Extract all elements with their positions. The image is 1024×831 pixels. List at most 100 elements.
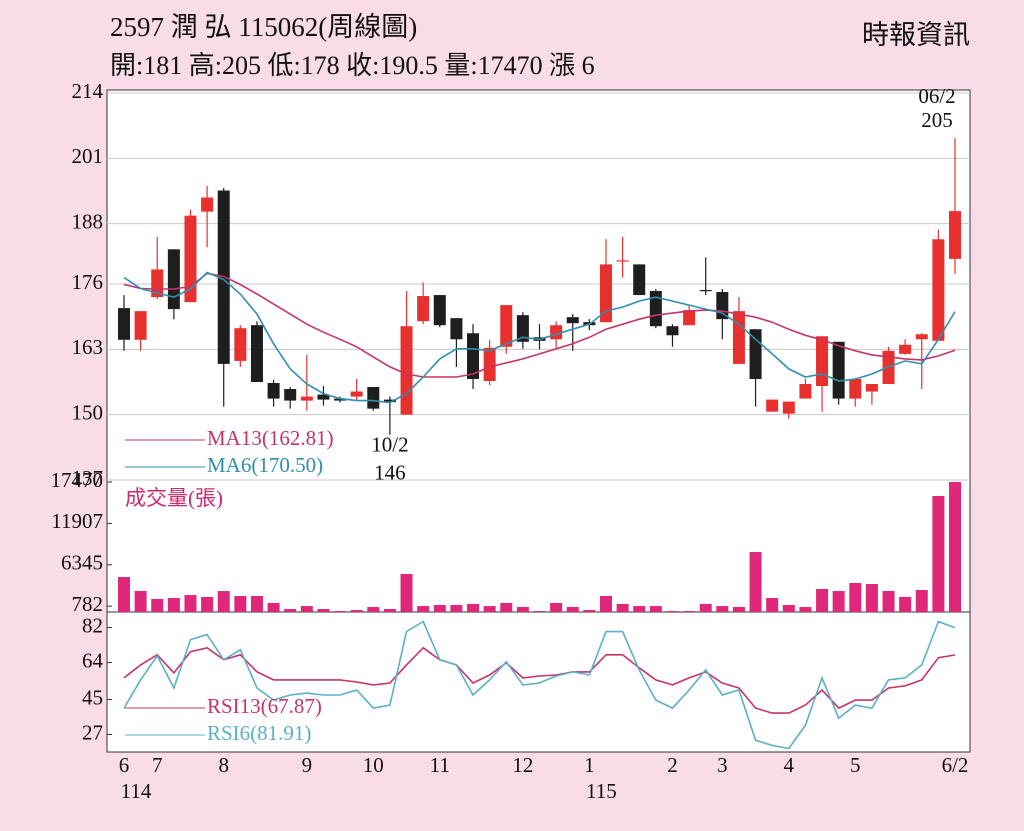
volume-bar: [633, 606, 646, 612]
volume-bar: [151, 598, 164, 612]
annotation-date: 10/2: [371, 433, 408, 457]
candle-body: [732, 311, 745, 364]
annotation-value: 205: [921, 108, 953, 132]
x-year-label: 115: [586, 779, 617, 803]
candle-body: [184, 215, 197, 303]
candle-body: [250, 325, 263, 382]
volume-bar: [666, 611, 679, 612]
candle-body: [749, 329, 762, 379]
x-tick-label: 3: [717, 753, 728, 777]
volume-bar: [516, 607, 529, 612]
volume-bar: [716, 606, 729, 612]
volume-bar: [350, 609, 363, 612]
candle-body: [666, 326, 679, 336]
candle-body: [334, 398, 347, 401]
x-tick-label: 8: [218, 753, 229, 777]
volume-title: 成交量(張): [125, 486, 223, 510]
candle-body: [383, 399, 396, 403]
candle-body: [683, 310, 696, 326]
volume-bar: [832, 591, 845, 612]
x-tick-label: 10: [363, 753, 384, 777]
candle-body: [782, 401, 795, 414]
candle-body: [566, 317, 579, 324]
volume-bar: [450, 605, 463, 612]
volume-bar: [118, 577, 130, 612]
volume-bar: [284, 609, 297, 612]
y-tick-label: 176: [72, 270, 104, 294]
x-tick-label: 2: [667, 753, 678, 777]
x-tick-label: 9: [302, 753, 313, 777]
candle-body: [284, 389, 297, 401]
candle-body: [832, 341, 845, 399]
volume-bar: [649, 606, 662, 612]
candle-body: [483, 347, 496, 381]
candle-body: [400, 326, 413, 415]
candle-body: [300, 396, 313, 401]
candle-body: [234, 328, 247, 361]
candle-body: [118, 308, 130, 340]
candle-body: [915, 334, 928, 340]
y-tick-label: 163: [72, 335, 104, 359]
volume-bar: [882, 591, 895, 612]
x-tick-label: 1: [584, 753, 595, 777]
legend-label: RSI6(81.91): [207, 721, 311, 745]
candle-body: [616, 260, 629, 262]
candle-body: [599, 264, 612, 323]
candle-body: [899, 344, 912, 354]
volume-bar: [167, 598, 180, 612]
candle-body: [799, 384, 812, 399]
candle-body: [816, 336, 829, 387]
candle-body: [134, 311, 147, 340]
legend-label: MA6(170.50): [207, 453, 323, 477]
volume-bar: [949, 482, 961, 612]
x-year-label: 114: [121, 779, 152, 803]
volume-bar: [201, 596, 214, 612]
y-tick-label: 45: [82, 685, 103, 709]
candle-body: [201, 197, 214, 212]
volume-bar: [250, 596, 263, 612]
y-tick-label: 82: [82, 613, 103, 637]
legend-label: MA13(162.81): [207, 426, 334, 450]
volume-bar: [334, 611, 347, 612]
source: 時報資訊: [862, 20, 970, 50]
y-tick-label: 6345: [61, 551, 103, 575]
x-tick-label: 4: [784, 753, 795, 777]
volume-bar: [932, 495, 945, 612]
candle-body: [633, 264, 646, 296]
candle-body: [417, 296, 430, 322]
chart-subtitle: 開:181 高:205 低:178 收:190.5 量:17470 漲 6: [110, 51, 595, 80]
volume-bar: [550, 602, 563, 612]
candle-body: [450, 318, 463, 340]
x-tick-label: 6/2: [942, 753, 969, 777]
volume-bar: [683, 611, 696, 612]
candle-body: [699, 290, 712, 292]
volume-bar: [184, 595, 197, 612]
volume-bar: [483, 606, 496, 612]
annotation-date: 06/2: [918, 84, 955, 108]
series-line: [123, 271, 956, 404]
volume-bar: [367, 607, 380, 612]
plot-frame: [106, 89, 971, 753]
candle-body: [267, 383, 280, 399]
candle-body: [500, 305, 513, 347]
series-line: [123, 620, 956, 750]
y-tick-label: 201: [72, 144, 104, 168]
volume-bar: [915, 589, 928, 612]
y-tick-label: 64: [82, 648, 104, 672]
volume-bar: [899, 596, 912, 612]
candle-body: [865, 384, 878, 392]
candle-body: [151, 269, 164, 298]
legend-label: RSI13(67.87): [207, 694, 322, 718]
volume-bar: [566, 607, 579, 612]
volume-bar: [599, 596, 612, 612]
x-tick-label: 6: [119, 753, 130, 777]
y-tick-label: 782: [72, 592, 104, 616]
x-tick-label: 12: [512, 753, 533, 777]
y-tick-label: 188: [72, 209, 104, 233]
volume-bar: [865, 584, 878, 612]
candle-body: [467, 333, 480, 379]
volume-bar: [433, 605, 446, 612]
candle-body: [949, 211, 961, 259]
candle-body: [649, 291, 662, 327]
